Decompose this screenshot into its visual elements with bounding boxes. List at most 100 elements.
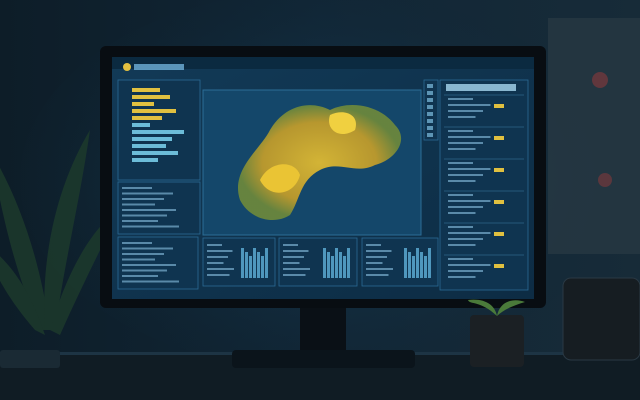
bar [132, 88, 160, 92]
mini-bar [331, 256, 334, 278]
mini-bar [261, 256, 264, 278]
icon [427, 112, 433, 116]
icon [427, 105, 433, 109]
icon [427, 84, 433, 88]
text-line [448, 200, 491, 202]
bar [132, 151, 178, 155]
text-line [122, 253, 164, 255]
monitor-base [232, 350, 415, 368]
mini-bar [241, 248, 244, 278]
plant-pot [470, 315, 524, 367]
mini-bar [416, 248, 419, 278]
text-line [122, 209, 176, 211]
status-chip [494, 264, 504, 268]
text-line [283, 274, 306, 276]
text-line [122, 225, 179, 228]
bar [132, 116, 162, 120]
status-chip [494, 168, 504, 172]
text-line [122, 214, 167, 217]
mini-bar [347, 248, 350, 278]
leaf [44, 130, 90, 330]
text-line [122, 203, 155, 206]
status-chip [494, 104, 504, 108]
text-line [448, 98, 473, 100]
icon [427, 126, 433, 130]
mini-bar [265, 248, 268, 278]
text-line [207, 274, 230, 276]
text-line [448, 180, 476, 182]
text-line [448, 168, 491, 170]
app-logo [123, 63, 131, 71]
leaf [0, 256, 45, 335]
text-line [448, 162, 473, 164]
text-line [448, 258, 473, 260]
icon [427, 98, 433, 102]
mini-bar [424, 256, 427, 278]
text-line [448, 142, 483, 144]
text-line [448, 244, 476, 246]
icon [427, 133, 433, 137]
mini-bar [404, 248, 407, 278]
wall-panel [548, 18, 640, 254]
text-line [366, 244, 381, 246]
text-line [122, 280, 179, 283]
text-line [448, 276, 476, 278]
speaker [562, 277, 640, 361]
mini-bar [408, 252, 411, 278]
text-line [283, 256, 304, 258]
text-line [122, 220, 158, 222]
status-chip [494, 136, 504, 140]
mini-bar [323, 248, 326, 278]
bar [132, 158, 158, 162]
text-line [207, 244, 222, 246]
wall-light [598, 173, 612, 187]
text-line [122, 275, 158, 277]
text-line [448, 130, 473, 132]
text-line [283, 262, 300, 264]
mini-bar [253, 248, 256, 278]
map-hotspot [329, 112, 356, 135]
bar [132, 123, 150, 127]
mini-bar [412, 256, 415, 278]
text-line [207, 250, 233, 252]
text-line [122, 258, 155, 261]
text-line [122, 187, 152, 189]
text-line [448, 238, 483, 240]
text-line [448, 110, 483, 112]
right-title [446, 84, 516, 91]
text-line [448, 270, 483, 272]
bar [132, 137, 172, 141]
text-line [366, 250, 392, 252]
text-line [448, 174, 483, 176]
mini-bar [420, 252, 423, 278]
keyboard [0, 350, 60, 368]
text-line [207, 262, 224, 264]
bar [132, 102, 154, 106]
bar [132, 130, 184, 134]
menu-bar [112, 57, 534, 69]
leaf [0, 167, 50, 330]
icon [427, 91, 433, 95]
bar [132, 109, 176, 113]
text-line [283, 244, 298, 246]
bar [132, 144, 166, 148]
status-chip [494, 200, 504, 204]
mini-bar [327, 252, 330, 278]
text-line [448, 212, 476, 214]
text-line [448, 264, 491, 266]
map-hotspot [260, 164, 300, 193]
text-line [448, 136, 491, 138]
text-line [122, 269, 167, 272]
status-chip [494, 232, 504, 236]
app-title [134, 64, 184, 70]
text-line [122, 242, 152, 244]
mini-bar [343, 256, 346, 278]
text-line [283, 268, 310, 270]
panel [117, 181, 201, 235]
mini-bar [428, 248, 431, 278]
small-plant [468, 299, 525, 316]
text-line [122, 264, 176, 266]
mini-bar [245, 252, 248, 278]
text-line [122, 198, 164, 200]
